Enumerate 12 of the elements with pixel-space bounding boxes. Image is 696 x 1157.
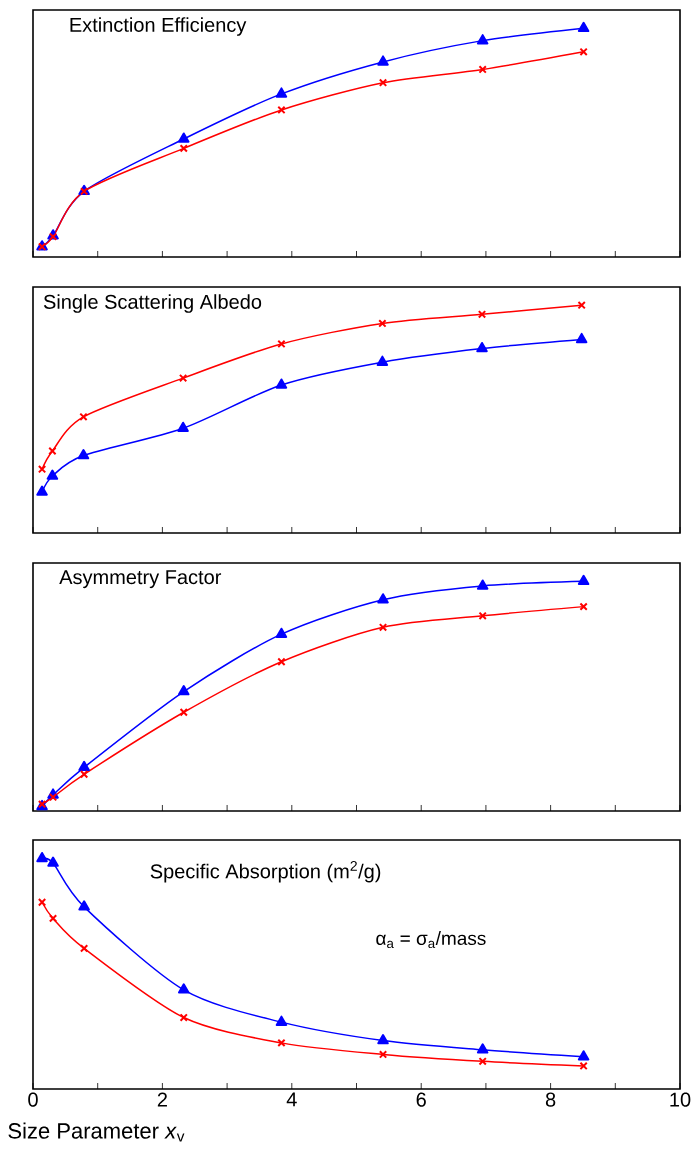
x-tick-label: 4	[286, 1092, 297, 1107]
x-tick-label: 6	[416, 1092, 426, 1107]
x-axis-title: Size Parameter x$_{v}$	[8, 1122, 185, 1142]
annotation: α$_{a}$ = σ$_{a}$/mass	[376, 931, 486, 949]
chart-title: Asymmetry Factor	[59, 570, 222, 589]
x-tick-label: 0	[28, 1092, 38, 1107]
chart-title: Extinction Efficiency	[70, 17, 247, 36]
chart-title: Specific Absorption (m$^{2}$/g)	[150, 860, 381, 883]
chart-title: Single Scattering Albedo	[43, 294, 262, 313]
x-tick-label: 2	[157, 1092, 167, 1107]
x-tick-label: 8	[545, 1092, 556, 1107]
x-tick-label: 10	[670, 1092, 691, 1107]
